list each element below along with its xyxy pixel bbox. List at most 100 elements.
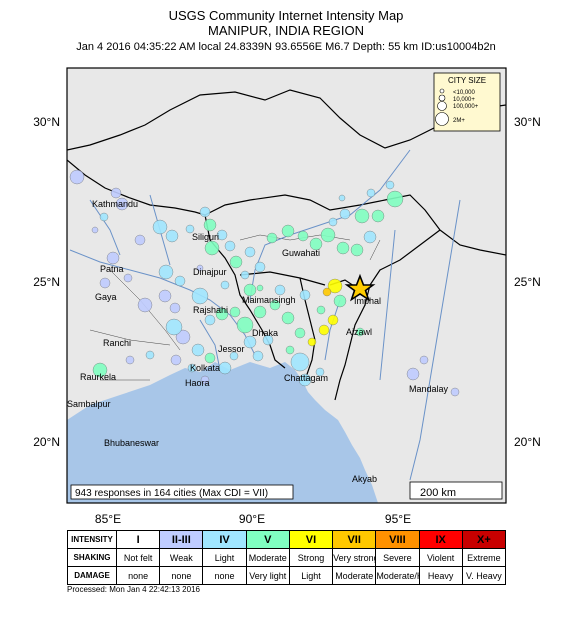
response-circle[interactable] xyxy=(339,208,351,220)
response-circle[interactable] xyxy=(236,316,254,334)
response-circle[interactable] xyxy=(204,314,216,326)
response-circle[interactable] xyxy=(229,351,239,361)
lat-label-25: 25°N xyxy=(33,275,60,289)
response-circle[interactable] xyxy=(253,305,267,319)
response-circle[interactable] xyxy=(215,307,229,321)
response-circle[interactable] xyxy=(224,240,236,252)
response-circle[interactable] xyxy=(355,327,365,337)
response-circle[interactable] xyxy=(187,363,197,373)
response-circle[interactable] xyxy=(309,237,323,251)
response-circle[interactable] xyxy=(419,355,429,365)
response-circle[interactable] xyxy=(252,350,264,362)
response-circle[interactable] xyxy=(196,264,204,272)
response-circle[interactable] xyxy=(175,329,191,345)
damage-cell: Very light xyxy=(245,566,290,585)
response-circle[interactable] xyxy=(299,289,311,301)
response-circle[interactable] xyxy=(191,343,205,357)
response-circle[interactable] xyxy=(266,232,278,244)
city-label: Raurkela xyxy=(80,372,116,382)
lon-label-85: 85°E xyxy=(95,512,121,526)
svg-text:200 km: 200 km xyxy=(420,487,456,499)
response-circle[interactable] xyxy=(333,294,347,308)
response-circle[interactable] xyxy=(328,217,338,227)
response-circle[interactable] xyxy=(256,284,264,292)
response-circle[interactable] xyxy=(170,354,182,366)
response-circle[interactable] xyxy=(91,226,99,234)
response-circle[interactable] xyxy=(204,352,216,364)
response-circle[interactable] xyxy=(204,240,220,256)
response-circle[interactable] xyxy=(366,188,376,198)
response-circle[interactable] xyxy=(115,197,129,211)
response-circle[interactable] xyxy=(327,314,339,326)
response-circle[interactable] xyxy=(216,229,228,241)
response-circle[interactable] xyxy=(243,335,257,349)
response-circle[interactable] xyxy=(106,251,120,265)
lat-label-20-right: 20°N xyxy=(514,435,541,449)
response-circle[interactable] xyxy=(315,367,325,377)
response-circle[interactable] xyxy=(350,243,364,257)
response-circle[interactable] xyxy=(229,255,243,269)
response-circle[interactable] xyxy=(110,187,122,199)
response-circle[interactable] xyxy=(298,373,312,387)
response-circle[interactable] xyxy=(354,208,370,224)
response-circle[interactable] xyxy=(262,334,274,346)
response-circle[interactable] xyxy=(307,337,317,347)
response-circle[interactable] xyxy=(338,194,346,202)
response-circle[interactable] xyxy=(220,280,230,290)
response-circle[interactable] xyxy=(274,284,286,296)
response-circle[interactable] xyxy=(165,229,179,243)
response-circles[interactable] xyxy=(69,169,460,397)
response-circle[interactable] xyxy=(185,224,195,234)
response-circle[interactable] xyxy=(281,224,295,238)
response-circle[interactable] xyxy=(316,305,326,315)
response-circle[interactable] xyxy=(158,264,174,280)
response-circle[interactable] xyxy=(363,230,377,244)
response-circle[interactable] xyxy=(318,324,330,336)
response-circle[interactable] xyxy=(218,361,232,375)
response-circle[interactable] xyxy=(165,318,183,336)
response-circle[interactable] xyxy=(371,209,385,223)
response-circle[interactable] xyxy=(269,299,281,311)
bay-of-bengal xyxy=(67,362,378,503)
response-circle[interactable] xyxy=(158,289,172,303)
response-circle[interactable] xyxy=(69,169,85,185)
response-circle[interactable] xyxy=(125,355,135,365)
response-circle[interactable] xyxy=(244,246,256,258)
shaking-row: SHAKING Not felt Weak Light Moderate Str… xyxy=(67,548,507,567)
response-circle[interactable] xyxy=(450,387,460,397)
response-circle[interactable] xyxy=(290,352,310,372)
response-circle[interactable] xyxy=(336,241,350,255)
response-circle[interactable] xyxy=(320,227,336,243)
latitude-labels: 30°N 25°N 20°N 30°N 25°N 20°N xyxy=(33,115,541,449)
response-circle[interactable] xyxy=(297,230,309,242)
response-circle[interactable] xyxy=(145,350,155,360)
response-circle[interactable] xyxy=(134,234,146,246)
response-circle[interactable] xyxy=(99,212,109,222)
response-circle[interactable] xyxy=(294,327,306,339)
response-circle[interactable] xyxy=(327,278,343,294)
response-circle[interactable] xyxy=(203,218,217,232)
response-circle[interactable] xyxy=(152,219,168,235)
response-circle[interactable] xyxy=(322,287,332,297)
response-circle[interactable] xyxy=(254,261,266,273)
response-circle[interactable] xyxy=(199,206,211,218)
response-circle[interactable] xyxy=(281,311,295,325)
response-circle[interactable] xyxy=(137,297,153,313)
response-circle[interactable] xyxy=(123,273,133,283)
response-circle[interactable] xyxy=(406,367,420,381)
response-circle[interactable] xyxy=(200,375,210,385)
response-circle[interactable] xyxy=(191,287,209,305)
response-circle[interactable] xyxy=(240,270,250,280)
response-circle[interactable] xyxy=(285,345,295,355)
response-circle[interactable] xyxy=(386,190,404,208)
shaking-cell: Very strong xyxy=(332,548,377,567)
response-circle[interactable] xyxy=(169,302,181,314)
response-circle[interactable] xyxy=(99,277,111,289)
intensity-legend: INTENSITY I II-III IV V VI VII VIII IX X… xyxy=(67,530,507,585)
response-circle[interactable] xyxy=(174,275,186,287)
response-circle[interactable] xyxy=(243,283,257,297)
response-circle[interactable] xyxy=(229,306,241,318)
response-circle[interactable] xyxy=(92,362,108,378)
response-circle[interactable] xyxy=(385,180,395,190)
